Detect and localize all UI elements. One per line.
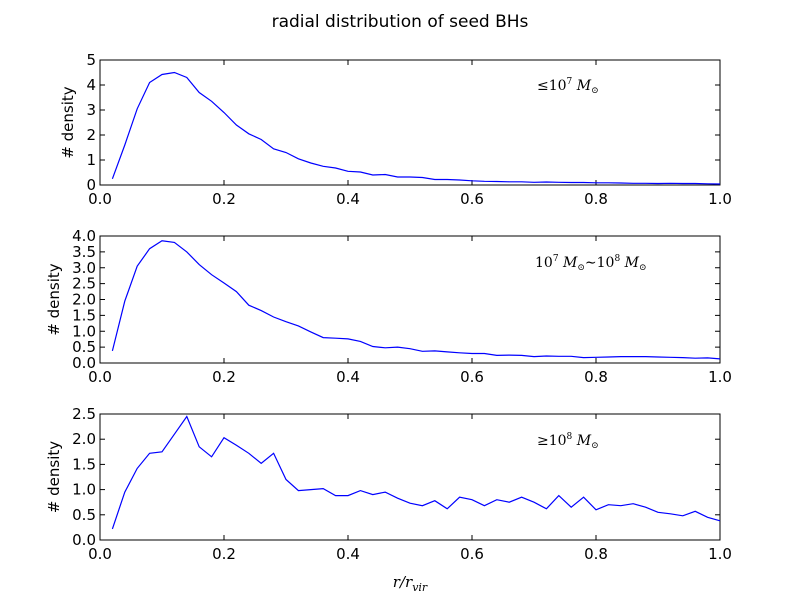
x-tick-label: 0.6 <box>460 368 484 386</box>
x-tick-label: 0.0 <box>88 545 112 563</box>
series-line <box>111 240 721 360</box>
y-tick-label: 2.0 <box>72 291 96 309</box>
y-tick-label: 1.5 <box>72 306 96 324</box>
plot-frame <box>99 413 721 541</box>
y-axis-label: # density <box>45 441 63 513</box>
figure-title: radial distribution of seed BHs <box>272 12 529 32</box>
y-tick-label: 4 <box>86 76 96 94</box>
y-tick-label: 4.0 <box>72 227 96 245</box>
x-tick-label: 0.0 <box>88 190 112 208</box>
y-tick-label: 2.5 <box>72 405 96 423</box>
y-tick-label: 5 <box>86 51 96 69</box>
x-tick-label: 0.4 <box>336 368 360 386</box>
y-tick-label: 1.5 <box>72 455 96 473</box>
mass-annotation: ≥108 M⊙ <box>537 432 599 451</box>
y-tick-label: 3 <box>86 101 96 119</box>
x-tick-label: 0.8 <box>584 368 608 386</box>
y-tick-label: 2.0 <box>72 430 96 448</box>
y-tick-label: 1.0 <box>72 322 96 340</box>
y-tick-label: 1 <box>86 151 96 169</box>
x-tick-label: 0.8 <box>584 545 608 563</box>
mass-annotation: ≤107 M⊙ <box>537 77 599 96</box>
series-line <box>111 71 721 185</box>
y-tick-label: 1.0 <box>72 481 96 499</box>
y-tick-label: 0.5 <box>72 506 96 524</box>
x-tick-label: 0.6 <box>460 545 484 563</box>
x-tick-label: 0.0 <box>88 368 112 386</box>
mass-annotation: 107 M⊙∼108 M⊙ <box>535 254 647 273</box>
y-tick-label: 0 <box>86 176 96 194</box>
y-tick-label: 2 <box>86 126 96 144</box>
x-tick-label: 0.2 <box>212 368 236 386</box>
panel-high-mass: 0.0 0.2 0.4 0.6 0.8 1.0 0.0 0.5 1.0 1.5 2.0 2.5 # de… <box>45 405 732 563</box>
y-axis-label: # density <box>59 86 77 158</box>
panel-mid-mass: 0.0 0.2 0.4 0.6 0.8 1.00.00.51.01.52.02.53.03… <box>45 227 732 386</box>
x-tick-label: 0.4 <box>336 545 360 563</box>
y-tick-label: 0.5 <box>72 338 96 356</box>
x-tick-label: 0.8 <box>584 190 608 208</box>
x-tick-label: 1.0 <box>708 368 732 386</box>
x-tick-label: 1.0 <box>708 190 732 208</box>
x-tick-label: 0.6 <box>460 190 484 208</box>
x-tick-label: 1.0 <box>708 545 732 563</box>
series-line <box>111 415 721 530</box>
y-tick-label: 0.0 <box>72 354 96 372</box>
y-axis-label: # density <box>45 263 63 335</box>
x-tick-label: 0.2 <box>212 190 236 208</box>
x-axis-label: r/rvir <box>393 573 428 594</box>
x-tick-label: 0.2 <box>212 545 236 563</box>
y-tick-label: 0.0 <box>72 531 96 549</box>
x-tick-label: 0.4 <box>336 190 360 208</box>
y-tick-label: 3.5 <box>72 243 96 261</box>
y-tick-label: 2.5 <box>72 275 96 293</box>
plot-frame <box>99 59 721 186</box>
panel-low-mass: 0.0 0.2 0.4 0.6 0.8 1.0 0 1 2 3 4 5 # density ≤107 M⊙ <box>59 51 732 208</box>
y-tick-label: 3.0 <box>72 259 96 277</box>
